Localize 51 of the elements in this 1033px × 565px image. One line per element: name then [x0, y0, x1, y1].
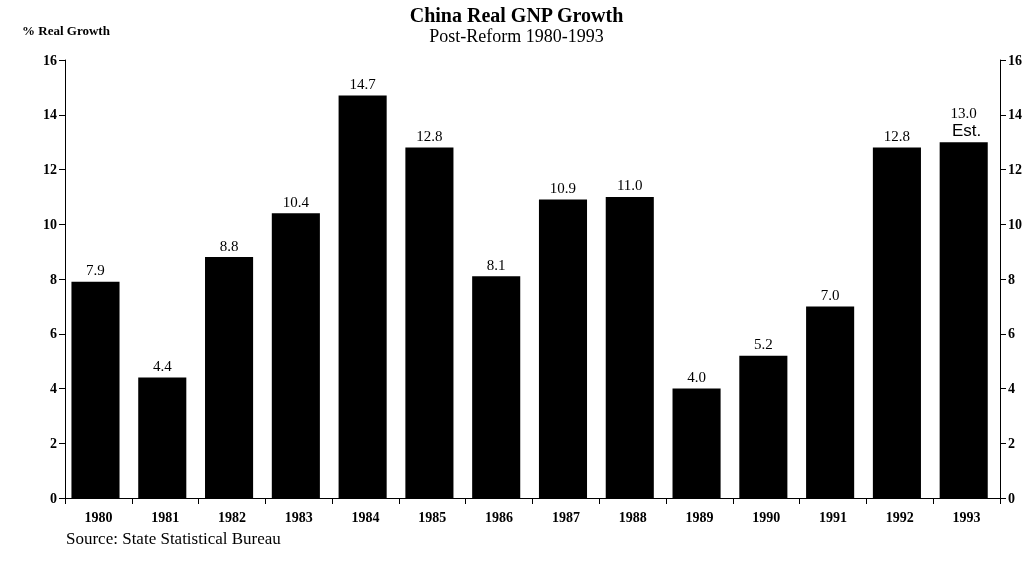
x-tick-label: 1986	[485, 509, 514, 525]
annotation: Est.	[951, 121, 982, 141]
y-tick-label: 16	[43, 52, 57, 68]
y2-tick-label: 14	[1008, 107, 1022, 123]
x-tick-label: 1980	[84, 509, 113, 525]
data-label: 13.0	[950, 104, 977, 121]
y-tick-label: 4	[50, 381, 57, 396]
y-axis-title: % Real Growth	[22, 23, 111, 38]
source-note: Source: State Statistical Bureau	[66, 529, 282, 548]
y-tick-label: 0	[50, 490, 57, 506]
data-label: 8.1	[486, 256, 506, 273]
y-tick-label: 8	[50, 271, 57, 287]
data-label: 4.4	[152, 358, 173, 375]
y2-tick-label: 12	[1008, 162, 1022, 177]
data-label: 8.8	[219, 237, 239, 254]
x-tick-label: 1990	[752, 509, 781, 525]
x-tick-label: 1983	[284, 509, 313, 525]
y-tick-label: 12	[43, 162, 57, 177]
data-label: 11.0	[616, 177, 643, 194]
x-tick-label: 1993	[952, 509, 981, 525]
y2-tick-label: 10	[1008, 216, 1022, 232]
x-tick-label: 1992	[885, 509, 914, 525]
chart-title: China Real GNP Growth	[409, 4, 624, 26]
y2-tick-label: 0	[1008, 490, 1015, 506]
y2-tick-label: 2	[1008, 435, 1015, 451]
y-tick-label: 10	[43, 216, 57, 232]
x-tick-label: 1988	[618, 509, 647, 525]
x-tick-label: 1989	[685, 509, 714, 525]
x-tick-label: 1987	[551, 509, 580, 525]
data-label: 12.8	[883, 128, 911, 145]
data-label: 12.8	[416, 128, 443, 145]
y-tick-label: 14	[43, 107, 57, 123]
data-label: 7.0	[820, 286, 840, 303]
chart-subtitle: Post-Reform 1980-1993	[429, 26, 604, 46]
x-tick-label: 1985	[418, 509, 447, 525]
data-label: 4.0	[687, 369, 706, 385]
x-tick-label: 1982	[217, 509, 246, 525]
y-tick-label: 6	[50, 326, 57, 342]
data-label: 14.7	[349, 76, 377, 93]
data-label: 10.9	[549, 180, 577, 197]
y2-tick-label: 4	[1008, 381, 1015, 396]
x-tick-label: 1981	[151, 509, 180, 525]
y2-tick-label: 16	[1008, 52, 1022, 68]
y2-tick-label: 6	[1008, 326, 1015, 342]
data-label: 10.4	[282, 193, 310, 210]
y-tick-label: 2	[50, 435, 57, 451]
x-tick-label: 1991	[819, 509, 848, 525]
y2-tick-label: 8	[1008, 271, 1015, 287]
data-label: 5.2	[753, 336, 773, 353]
x-tick-label: 1984	[351, 509, 380, 525]
data-label: 7.9	[86, 262, 105, 279]
